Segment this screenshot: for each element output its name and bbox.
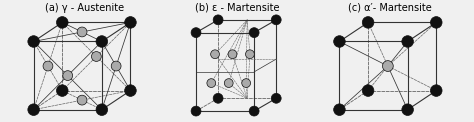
Circle shape	[210, 50, 219, 59]
Circle shape	[224, 79, 233, 87]
Circle shape	[430, 17, 442, 28]
Circle shape	[207, 79, 216, 87]
Circle shape	[334, 36, 345, 47]
Circle shape	[249, 106, 259, 116]
Circle shape	[111, 61, 121, 71]
Circle shape	[77, 27, 87, 37]
Circle shape	[28, 104, 39, 115]
Circle shape	[228, 50, 237, 59]
Title: (a) γ - Austenite: (a) γ - Austenite	[45, 3, 124, 13]
Title: (c) α′- Martensite: (c) α′- Martensite	[348, 3, 432, 13]
Circle shape	[362, 85, 374, 96]
Circle shape	[56, 85, 68, 96]
Circle shape	[28, 36, 39, 47]
Circle shape	[125, 85, 136, 96]
Circle shape	[271, 93, 281, 103]
Circle shape	[334, 104, 345, 115]
Circle shape	[213, 15, 223, 25]
Circle shape	[96, 36, 108, 47]
Circle shape	[402, 36, 413, 47]
Circle shape	[96, 104, 108, 115]
Circle shape	[383, 61, 393, 71]
Circle shape	[249, 28, 259, 38]
Circle shape	[362, 17, 374, 28]
Circle shape	[191, 106, 201, 116]
Circle shape	[430, 85, 442, 96]
Circle shape	[242, 79, 251, 87]
Circle shape	[191, 28, 201, 38]
Circle shape	[91, 52, 101, 61]
Title: (b) ε - Martensite: (b) ε - Martensite	[195, 3, 279, 13]
Circle shape	[77, 95, 87, 105]
Circle shape	[63, 71, 73, 81]
Circle shape	[402, 104, 413, 115]
Circle shape	[213, 93, 223, 103]
Circle shape	[43, 61, 53, 71]
Circle shape	[56, 17, 68, 28]
Circle shape	[125, 17, 136, 28]
Circle shape	[271, 15, 281, 25]
Circle shape	[246, 50, 255, 59]
